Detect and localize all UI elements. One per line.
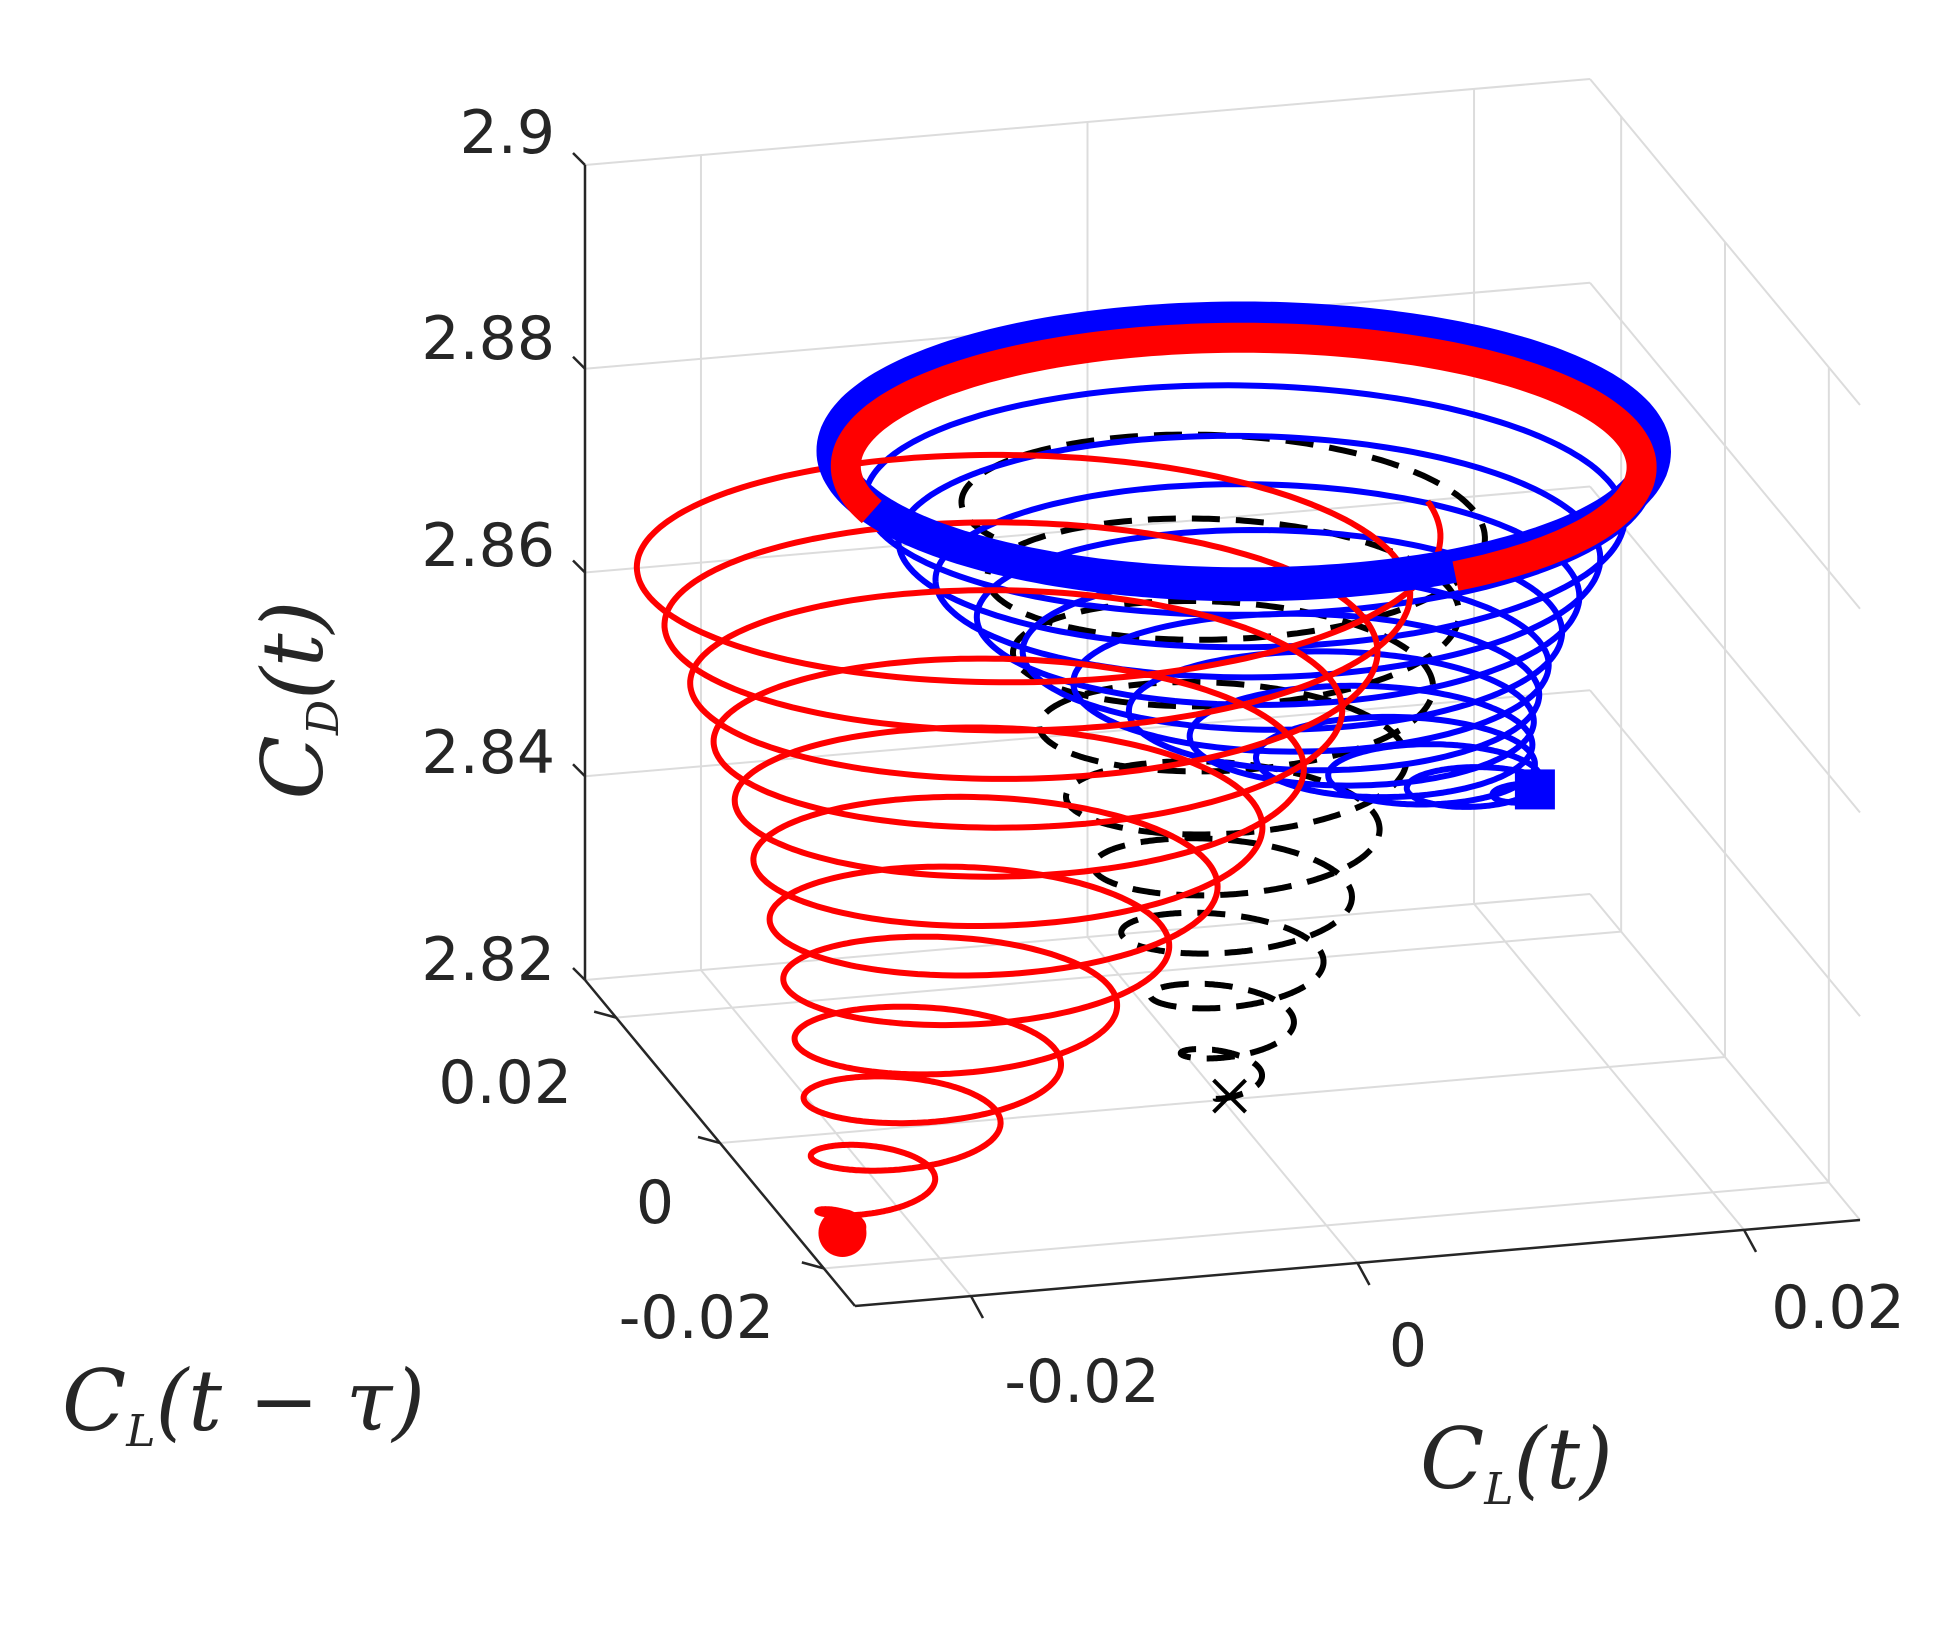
grid-line — [1589, 282, 1861, 610]
start-marker-blue-square — [1514, 769, 1555, 810]
z-tick-label: 2.82 — [421, 925, 555, 995]
x-tick-mark — [1356, 1262, 1371, 1286]
z-tick-label: 2.86 — [421, 511, 555, 581]
z-tick-mark — [572, 763, 586, 778]
y-tick-label: 0.02 — [438, 1048, 572, 1118]
z-tick-mark — [572, 967, 586, 981]
grid-line — [616, 930, 1622, 1019]
z-tick-label: 2.88 — [421, 304, 555, 374]
z-tick-mark — [572, 152, 586, 166]
grid-line — [1589, 689, 1861, 1017]
x-tick-labels: -0.02 0 0.02 — [1004, 1273, 1904, 1417]
grid-line — [584, 893, 1591, 981]
y-tick-mark — [593, 1010, 617, 1019]
z-tick-labels: 2.82 2.84 2.86 2.88 2.9 — [421, 98, 555, 995]
grid-line — [1589, 893, 1861, 1221]
x-tick-mark — [1742, 1229, 1758, 1253]
x-tick-label: 0 — [1389, 1311, 1427, 1381]
x-tick-mark — [969, 1295, 985, 1319]
grid-line — [1589, 485, 1861, 814]
trajectory-markers — [818, 769, 1555, 1257]
start-marker-red-circle — [818, 1208, 867, 1257]
x-tick-label: -0.02 — [1004, 1347, 1159, 1417]
y-tick-mark — [697, 1135, 721, 1145]
limit-cycle-band-red — [830, 322, 1657, 611]
data-series — [633, 301, 1672, 1234]
z-tick-label: 2.84 — [421, 718, 555, 788]
series-line-trajectory-red — [633, 451, 1444, 1234]
z-axis-label: CD(t) — [244, 601, 349, 800]
series-line-trajectory-blue — [862, 329, 1655, 810]
x-axis-label: CL(t) — [1420, 1410, 1613, 1515]
z-tick-mark — [572, 559, 586, 574]
grid-line — [1589, 78, 1861, 406]
x-tick-label: 0.02 — [1771, 1273, 1905, 1343]
z-tick-label: 2.9 — [460, 98, 555, 168]
y-tick-label: -0.02 — [619, 1283, 774, 1353]
start-marker-black-x — [1212, 1078, 1247, 1114]
z-tick-mark — [572, 355, 586, 370]
grid-line — [823, 1181, 1829, 1270]
y-axis-label: CL(t − τ) — [62, 1352, 425, 1457]
y-tick-labels: 0.02 0 -0.02 — [438, 1048, 774, 1353]
grid-line — [584, 78, 1591, 166]
axis-lines — [572, 152, 1861, 1319]
y-tick-label: 0 — [636, 1168, 674, 1238]
y-tick-mark — [801, 1261, 825, 1270]
